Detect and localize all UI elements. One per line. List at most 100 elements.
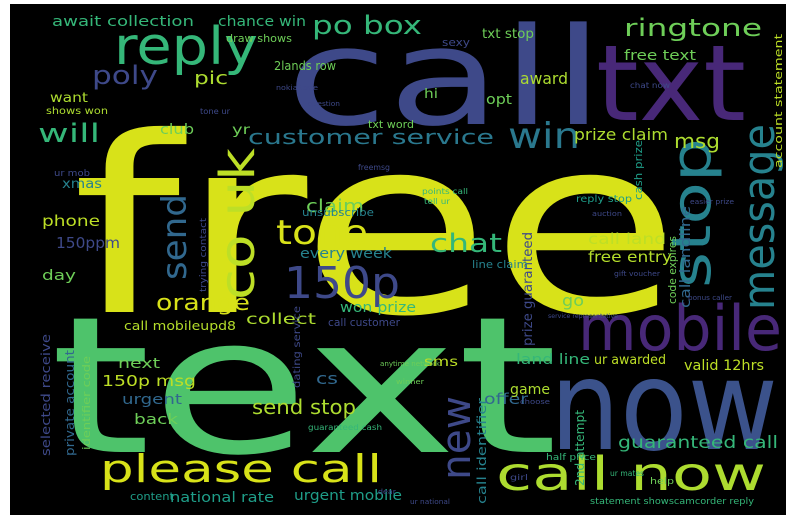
word-chance-win: chance win	[218, 14, 306, 30]
word-nokia-tone: nokia tone	[276, 84, 318, 92]
word-dear: dear	[378, 488, 396, 496]
word-hi: hi	[424, 87, 438, 102]
word-service-representative: service representative	[548, 313, 618, 320]
word-claim: claim	[306, 196, 364, 217]
word-cash-prize: cash prize	[632, 140, 645, 200]
word-ur-national: ur national	[410, 498, 450, 506]
word-2nd-attempt: 2nd attempt	[573, 410, 587, 486]
word-co-uk: co uk	[210, 148, 266, 300]
word-account-statement: account statement	[772, 33, 785, 168]
word-will: will	[38, 119, 100, 149]
word-chat-now: chat now	[630, 81, 670, 90]
word-call-land: call land	[588, 230, 666, 248]
word-sms: sms	[424, 355, 458, 370]
word-land-line: land line	[516, 352, 590, 368]
word-free-entry: free entry	[588, 248, 672, 266]
word-offer: offer	[484, 390, 529, 408]
word-150p-msg: 150p msg	[102, 372, 196, 390]
word-150ppm: 150ppm	[56, 234, 120, 252]
word-await-collection: await collection	[52, 14, 194, 30]
word-valid-12hrs: valid 12hrs	[684, 358, 764, 374]
word-sexy: sexy	[442, 36, 471, 49]
word-ringtone: ringtone	[624, 14, 762, 42]
word-help: help	[650, 477, 674, 487]
word-free: free	[72, 85, 680, 370]
word-txt-stop: txt stop	[482, 27, 534, 42]
word-freemsg: freemsg	[358, 163, 390, 172]
word-easier-prize: easier prize	[690, 198, 734, 206]
word-cs: cs	[316, 369, 338, 388]
word-message: message	[734, 124, 785, 310]
word-msg: msg	[674, 129, 720, 153]
word-call-identifier: call identifier	[475, 398, 489, 504]
word-mobile: mobile	[578, 292, 782, 365]
word-call: call	[286, 4, 604, 156]
word-reply: reply	[114, 17, 258, 77]
word-winner: winner	[396, 378, 424, 386]
word-gift-voucher: gift voucher	[614, 270, 660, 278]
word-want: want	[50, 91, 88, 106]
word-private-account: private account	[63, 350, 77, 456]
word-tell-ur: tell ur	[424, 197, 451, 206]
word-prize-claim: prize claim	[574, 125, 668, 144]
word-back: back	[134, 412, 179, 428]
word-txt-word: txt word	[368, 118, 414, 131]
word-txt: txt	[596, 23, 746, 145]
word-cloud-image: free text call now txt mobile reply stop…	[10, 4, 786, 515]
word-cloud-canvas: free text call now txt mobile reply stop…	[38, 4, 785, 507]
word-content: content	[130, 490, 175, 503]
word-guaranteed-cash: guaranteed cash	[308, 423, 382, 432]
word-game: game	[510, 382, 550, 398]
word-dating-service: dating service	[292, 306, 303, 388]
word-phone: phone	[42, 212, 100, 230]
word-question: question	[308, 100, 340, 108]
word-customer-service: customer service	[248, 125, 494, 149]
word-line-claim: line claim	[472, 258, 528, 271]
word-national-rate: national rate	[170, 490, 274, 506]
word-send: send	[155, 194, 195, 280]
word-ur-mates: ur mates	[610, 469, 644, 478]
word-draw-shows: draw shows	[226, 32, 292, 45]
word-choose: choose	[520, 398, 550, 406]
word-every-week: every week	[300, 246, 393, 262]
word-chat: chat	[430, 229, 502, 259]
word-guaranteed-call: guaranteed call	[618, 433, 778, 453]
word-prize-guaranteed: prize guaranteed	[521, 232, 536, 346]
word-call-customer: call customer	[328, 316, 400, 329]
word-reply-stop: reply stop	[576, 194, 632, 205]
word-girl: girl	[510, 473, 528, 482]
word-please-call: please call	[100, 447, 382, 491]
word-identifier-code: identifier code	[80, 356, 93, 450]
word-urgent: urgent	[122, 392, 183, 408]
word-poly: poly	[92, 61, 158, 91]
word-award: award	[520, 69, 568, 88]
word-ur-awarded: ur awarded	[594, 353, 666, 368]
word-yr: yr	[232, 123, 251, 138]
word-points-call: points call	[422, 187, 468, 196]
word-day: day	[42, 268, 76, 284]
word-club: club	[160, 122, 194, 138]
word-win: win	[508, 116, 580, 157]
word-call-mobileupd8: call mobileupd8	[124, 319, 236, 333]
word-selected-receive: selected receive	[39, 334, 53, 456]
word-collect: collect	[246, 310, 316, 328]
word-orange: orange	[156, 291, 250, 316]
word-pic: pic	[194, 68, 228, 89]
word-won-prize: won prize	[340, 300, 416, 316]
word-tone: tone	[276, 213, 368, 253]
word-go: go	[562, 291, 584, 310]
word-bonus-caller: bonus caller	[688, 294, 732, 302]
word-unsubscribe: unsubscribe	[302, 206, 374, 219]
word-opt: opt	[486, 92, 513, 108]
word-code-expires: code expires	[666, 236, 679, 304]
word-xmas: xmas	[62, 177, 102, 192]
word-free-text: free text	[624, 48, 697, 64]
word-new: new	[434, 396, 480, 480]
word-ur-mob: ur mob	[54, 169, 90, 179]
word-call-now: call now	[496, 447, 766, 501]
word-tone-ur: tone ur	[200, 107, 231, 116]
word-po-box: po box	[312, 11, 422, 41]
word-call-landline: call landline	[678, 206, 694, 308]
word-now: now	[550, 334, 778, 479]
